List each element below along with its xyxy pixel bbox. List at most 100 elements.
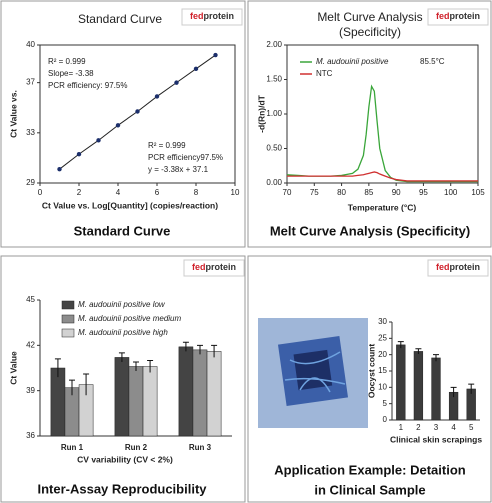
x-axis-label: Temperature (°C) xyxy=(348,202,417,212)
y-tick-label: 5 xyxy=(383,399,388,408)
legend-label: M. audouinii positive medium xyxy=(78,314,181,323)
plot-frame xyxy=(286,44,479,184)
x-tick-label: 95 xyxy=(419,188,428,197)
error-bar xyxy=(415,348,422,355)
brand-logo: fedprotein xyxy=(436,262,480,272)
chart-title: Melt Curve Analysis xyxy=(317,10,422,24)
x-tick-label: 8 xyxy=(194,188,199,197)
x-tick-label: 70 xyxy=(283,188,292,197)
brand-box xyxy=(427,259,489,277)
plot-frame xyxy=(39,44,236,184)
y-tick-label: 42 xyxy=(26,340,35,349)
point xyxy=(174,80,179,85)
error-bar xyxy=(197,344,203,355)
panel-border xyxy=(0,255,246,503)
brand-suffix: protein xyxy=(204,11,235,21)
y-tick-label: 30 xyxy=(378,317,387,326)
y-tick-label: 0.00 xyxy=(266,178,282,187)
x-tick-label: 4 xyxy=(451,423,456,432)
error-bar xyxy=(211,344,218,358)
x-tick-label: 0 xyxy=(38,188,43,197)
legend-label: M. audouinii positive xyxy=(316,57,389,66)
y-tick-label: 2.00 xyxy=(266,40,282,49)
brand-box xyxy=(183,259,245,277)
brand-logo: fedprotein xyxy=(190,11,234,21)
bar xyxy=(142,366,158,437)
x-tick-label: 10 xyxy=(231,188,240,197)
y-tick-label: 33 xyxy=(26,128,35,137)
x-tick-label: 4 xyxy=(116,188,121,197)
legend-label: M. audouinii positive high xyxy=(78,328,168,337)
error-bar xyxy=(118,352,125,362)
bar xyxy=(413,351,424,421)
bar xyxy=(431,357,441,421)
caption: Application Example: Detaition xyxy=(274,462,465,477)
point xyxy=(76,151,82,157)
bar xyxy=(206,351,222,437)
x-tick-label: Run 2 xyxy=(125,443,148,452)
legend-label: NTC xyxy=(316,69,333,78)
error-bar xyxy=(182,341,189,352)
y-tick-label: 20 xyxy=(378,350,387,359)
brand-suffix: protein xyxy=(450,11,481,21)
brand-box xyxy=(427,8,489,26)
y-tick-label: 0 xyxy=(383,415,388,424)
x-tick-label: Run 1 xyxy=(61,443,84,452)
point xyxy=(213,52,218,58)
bar xyxy=(50,367,66,437)
error-bar xyxy=(54,358,61,378)
legend-swatch xyxy=(61,328,75,338)
series-line xyxy=(286,84,478,183)
y-tick-label: 36 xyxy=(26,431,35,440)
error-bar xyxy=(83,373,90,396)
point xyxy=(96,138,101,143)
y-tick-label: 39 xyxy=(26,386,35,395)
legend-swatch xyxy=(61,314,75,324)
bar xyxy=(192,349,208,437)
point xyxy=(115,123,121,128)
error-bar xyxy=(69,379,75,396)
panel-border xyxy=(247,255,492,503)
x-tick-label: 75 xyxy=(310,188,319,197)
panel-border xyxy=(247,0,492,248)
x-axis-label: Clinical skin scrapings xyxy=(390,434,482,444)
point xyxy=(193,66,199,72)
y-tick-label: 0.50 xyxy=(266,144,282,153)
y-axis-label: Ct Value vs. xyxy=(8,90,18,138)
error-bar xyxy=(397,341,404,349)
legend-label: M. audouinii positive low xyxy=(78,300,166,309)
error-bar xyxy=(433,354,439,362)
x-tick-label: Run 3 xyxy=(189,443,212,452)
brand-logo: fedprotein xyxy=(436,11,480,21)
brand-prefix: fed xyxy=(190,11,204,21)
annotation: PCR efficiency: 97.5% xyxy=(48,81,127,90)
y-axis-label: -d(Rn)/dT xyxy=(256,94,266,133)
brand-box xyxy=(181,8,243,26)
caption: Melt Curve Analysis (Specificity) xyxy=(270,223,470,238)
x-tick-label: 2 xyxy=(77,188,82,197)
y-tick-label: 15 xyxy=(378,366,387,375)
error-bar xyxy=(450,386,457,398)
x-tick-label: 85 xyxy=(364,188,373,197)
x-tick-label: 5 xyxy=(469,423,474,432)
error-bar xyxy=(133,361,139,372)
error-bar xyxy=(468,383,475,394)
brand-prefix: fed xyxy=(436,11,450,21)
bar xyxy=(114,357,130,437)
x-tick-label: 100 xyxy=(444,188,458,197)
x-tick-label: 90 xyxy=(392,188,401,197)
caption: in Clinical Sample xyxy=(314,482,425,497)
annotation: PCR efficiency97.5% xyxy=(148,153,223,162)
y-tick-label: 45 xyxy=(26,295,35,304)
x-axis-label: Ct Value vs. Log[Quantity] (copies/react… xyxy=(42,200,218,210)
brand-logo: fedprotein xyxy=(192,262,236,272)
y-tick-label: 25 xyxy=(378,333,387,342)
annotation: R² = 0.999 xyxy=(48,57,86,66)
panel-border xyxy=(0,0,246,248)
caption: Standard Curve xyxy=(74,223,171,238)
y-tick-label: 10 xyxy=(378,382,387,391)
brand-prefix: fed xyxy=(192,262,206,272)
point xyxy=(154,94,160,99)
error-bar xyxy=(147,359,154,373)
